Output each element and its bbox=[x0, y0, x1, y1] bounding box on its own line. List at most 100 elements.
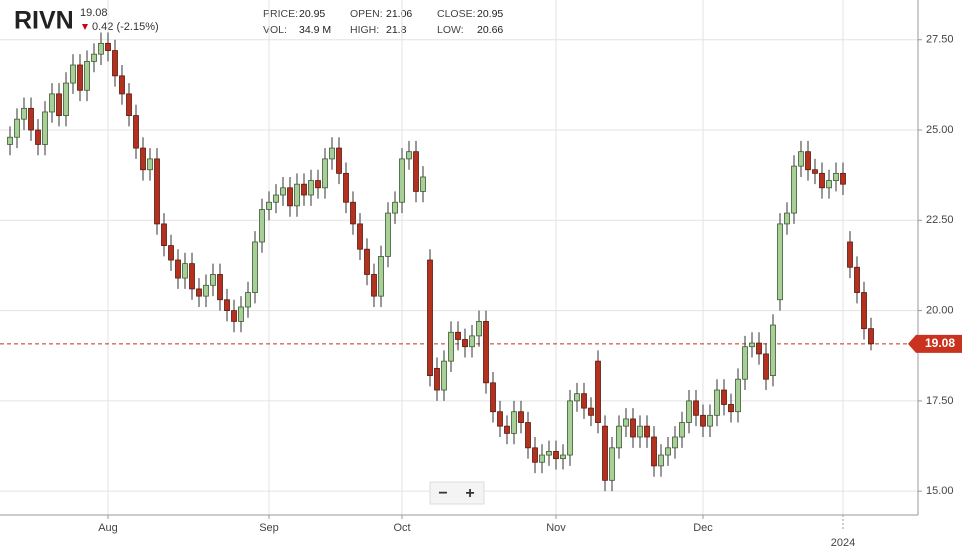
candle-body bbox=[112, 50, 118, 77]
candle-body bbox=[77, 64, 83, 91]
ticker: RIVN bbox=[14, 7, 74, 35]
candle-body bbox=[427, 259, 433, 376]
candle-body bbox=[392, 201, 398, 214]
candle-body bbox=[210, 274, 216, 286]
last-price: 19.08 bbox=[80, 7, 108, 19]
x-tick-label: Sep bbox=[259, 522, 279, 534]
field-label: PRICE: bbox=[263, 8, 298, 20]
candle-body bbox=[455, 331, 461, 340]
field-value: 20.66 bbox=[477, 24, 503, 36]
candle-body bbox=[371, 274, 377, 297]
candle-body bbox=[672, 436, 678, 449]
candle-body bbox=[658, 454, 664, 467]
candle-body bbox=[462, 339, 468, 348]
candle-body bbox=[434, 367, 440, 391]
candle-body bbox=[616, 425, 622, 449]
candle-body bbox=[840, 172, 846, 185]
candle-body bbox=[28, 107, 34, 131]
candle-body bbox=[469, 335, 475, 348]
candle-body bbox=[854, 266, 860, 293]
zoom-in[interactable]: + bbox=[465, 485, 474, 502]
candle-body bbox=[735, 378, 741, 413]
candle-body bbox=[322, 158, 328, 189]
candle-body bbox=[182, 263, 188, 279]
candle-body bbox=[581, 393, 587, 409]
candle-body bbox=[756, 342, 762, 355]
candle-body bbox=[14, 118, 20, 138]
zoom-controls: − + bbox=[429, 481, 485, 505]
candle-body bbox=[693, 400, 699, 416]
candle-body bbox=[385, 212, 391, 257]
candle-body bbox=[315, 180, 321, 189]
candle-body bbox=[721, 389, 727, 405]
candle-body bbox=[189, 263, 195, 290]
candle-body bbox=[301, 183, 307, 196]
candle-body bbox=[770, 324, 776, 376]
candle-body bbox=[686, 400, 692, 423]
candle-body bbox=[441, 360, 447, 391]
candle-body bbox=[42, 111, 48, 145]
down-arrow bbox=[82, 24, 88, 30]
candle-body bbox=[812, 169, 818, 174]
candle-body bbox=[252, 241, 258, 293]
candle-body bbox=[497, 411, 503, 427]
field-label: OPEN: bbox=[350, 8, 383, 20]
field-label: VOL: bbox=[263, 24, 287, 36]
candle-body bbox=[826, 180, 832, 189]
candle-body bbox=[448, 331, 454, 362]
candle-body bbox=[175, 259, 181, 279]
candle-body bbox=[651, 436, 657, 467]
candle-body bbox=[70, 64, 76, 84]
zoom-box bbox=[429, 481, 485, 505]
candle-body bbox=[546, 451, 552, 456]
candle-body bbox=[791, 165, 797, 214]
candle-body bbox=[868, 328, 874, 345]
candle-body bbox=[490, 382, 496, 413]
candle-body bbox=[49, 93, 55, 113]
candle-body bbox=[665, 447, 671, 456]
candle-body bbox=[567, 400, 573, 456]
candle-body bbox=[224, 299, 230, 311]
candle-body bbox=[588, 407, 594, 416]
candle-body bbox=[511, 411, 517, 434]
candle-body bbox=[140, 147, 146, 171]
candle-body bbox=[245, 292, 251, 308]
x-tick-label: Dec bbox=[693, 522, 713, 534]
candle-body bbox=[308, 180, 314, 196]
candle-body bbox=[161, 223, 167, 246]
candle-body bbox=[266, 201, 272, 210]
x-tick-label: Aug bbox=[98, 522, 118, 534]
zoom-out[interactable]: − bbox=[438, 485, 447, 502]
candle-body bbox=[413, 151, 419, 192]
candle-body bbox=[56, 93, 62, 116]
candle-body bbox=[728, 404, 734, 413]
candle-body bbox=[518, 411, 524, 423]
x-tick-label: Nov bbox=[546, 522, 566, 534]
candle-body bbox=[287, 187, 293, 207]
candle-body bbox=[707, 414, 713, 427]
candle-body bbox=[637, 425, 643, 438]
y-tick-label: 17.50 bbox=[926, 395, 954, 407]
candle-body bbox=[231, 310, 237, 322]
candle-body bbox=[602, 425, 608, 481]
candle-body bbox=[574, 393, 580, 402]
candle-body bbox=[91, 53, 97, 62]
candle-body bbox=[84, 60, 90, 91]
candle-body bbox=[168, 245, 174, 261]
candle-body bbox=[504, 425, 510, 434]
candle-body bbox=[364, 248, 370, 275]
candle-body bbox=[700, 414, 706, 427]
candle-body bbox=[476, 321, 482, 337]
candle-body bbox=[553, 451, 559, 460]
candle-body bbox=[679, 422, 685, 438]
candle-body bbox=[847, 241, 853, 268]
field-value: 21.8 bbox=[386, 24, 407, 36]
candle-body bbox=[280, 187, 286, 196]
candle-body bbox=[378, 256, 384, 297]
candle-body bbox=[805, 151, 811, 171]
price-change: 0.42 (-2.15%) bbox=[92, 21, 159, 33]
candle-body bbox=[539, 454, 545, 463]
candle-body bbox=[63, 82, 69, 116]
field-label: CLOSE: bbox=[437, 8, 476, 20]
y-tick-label: 15.00 bbox=[926, 485, 954, 497]
